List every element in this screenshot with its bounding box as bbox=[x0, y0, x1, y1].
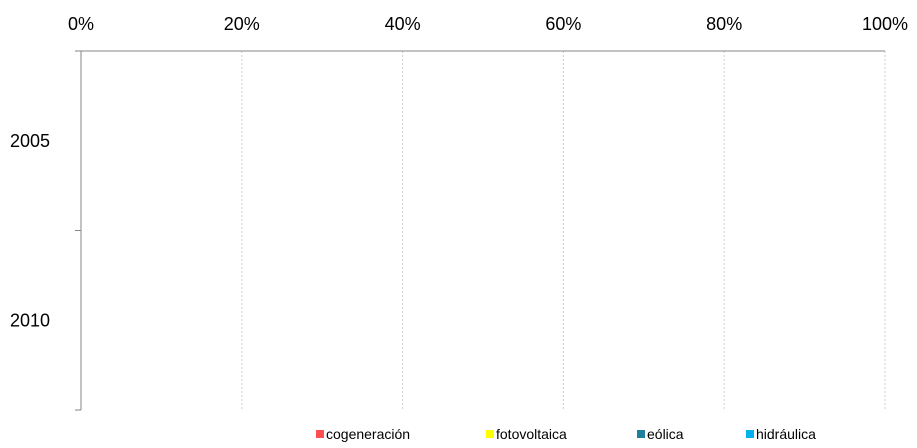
legend-label: hidráulica bbox=[756, 426, 816, 442]
legend-swatch bbox=[316, 430, 324, 438]
x-tick-label: 40% bbox=[385, 14, 421, 34]
x-tick-label: 80% bbox=[706, 14, 742, 34]
x-tick-label: 100% bbox=[862, 14, 908, 34]
category-label: 2005 bbox=[10, 131, 50, 151]
legend-label: cogeneración bbox=[326, 426, 410, 442]
legend-label: fotovoltaica bbox=[496, 426, 567, 442]
x-tick-label: 0% bbox=[68, 14, 94, 34]
x-tick-label: 20% bbox=[224, 14, 260, 34]
axes bbox=[75, 50, 885, 411]
x-tick-label: 60% bbox=[545, 14, 581, 34]
legend-swatch bbox=[637, 430, 645, 438]
category-label: 2010 bbox=[10, 310, 50, 330]
legend-label: eólica bbox=[647, 426, 684, 442]
category-labels: 2005 2010 bbox=[10, 131, 50, 331]
gridlines bbox=[241, 51, 886, 410]
legend-swatch bbox=[486, 430, 494, 438]
legend-swatch bbox=[746, 430, 754, 438]
x-tick-labels: 0% 20% 40% 60% 80% 100% bbox=[68, 14, 908, 34]
legend: cogeneración fotovoltaica eólica hidráulica bbox=[316, 426, 816, 442]
